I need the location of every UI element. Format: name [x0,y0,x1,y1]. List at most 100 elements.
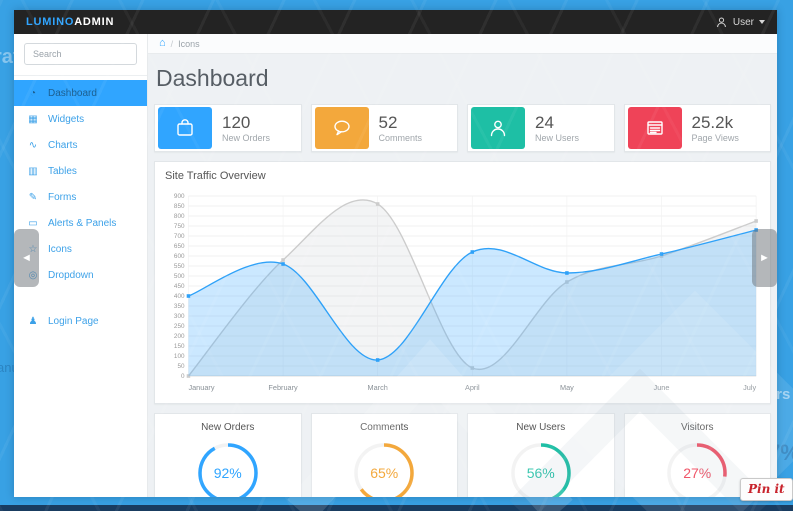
pin-it-label: Pin it [748,482,785,496]
breadcrumb-separator: / [170,38,174,49]
svg-text:February: February [268,383,298,392]
donut-panel-visitors: Visitors 27% [623,413,771,497]
donut-gauge: 27% [665,441,729,497]
svg-text:650: 650 [174,243,185,250]
carousel-prev-button[interactable]: ◄ [14,229,39,287]
sidebar-item-alerts-panels[interactable]: ▭ Alerts & Panels [14,210,147,236]
logo-primary: LUMINO [26,16,75,28]
carousel-next-button[interactable]: ► [752,229,777,287]
stat-value: 24 [535,113,554,133]
svg-text:500: 500 [174,273,185,280]
pinterest-pin-button[interactable]: Pin it [740,478,793,501]
svg-text:750: 750 [174,223,185,230]
admin-dashboard-window: LUMINOADMIN User ◔ Dashboard ▦ Widgets ∿ Char… [14,10,777,497]
svg-text:July: July [743,383,756,392]
user-icon [716,16,726,27]
stat-card-new-orders: 120 New Orders [154,104,302,152]
donut-title: New Users [516,422,566,433]
site-traffic-panel: Site Traffic Overview 0 50 100 150 200 250 300… [154,161,771,404]
chevron-right-icon: ► [759,252,770,264]
stat-label: New Users [535,132,580,143]
user-menu[interactable]: User [715,16,765,29]
sidebar-item-label: Forms [48,191,77,203]
donut-title: Visitors [680,422,714,433]
charts-icon: ∿ [28,139,38,151]
svg-text:850: 850 [174,203,185,210]
svg-text:300: 300 [174,313,185,320]
widgets-icon: ▦ [28,113,38,125]
bottom-border-strip [0,505,793,511]
person-icon: ♟ [28,315,38,327]
sidebar-item-label: Icons [48,243,72,255]
caret-down-icon [759,20,765,24]
stat-value: 120 [222,113,251,133]
donut-gauge: 56% [509,441,573,497]
donut-gauge: 92% [196,441,260,497]
breadcrumb-current: Icons [178,38,200,49]
dashboard-content: Dashboard 120 New Orders [148,54,777,497]
sidebar-item-forms[interactable]: ✎ Forms [14,184,147,210]
donut-percent: 92% [213,465,242,481]
stat-label: Comments [378,132,423,143]
comment-icon [314,107,369,149]
svg-text:May: May [560,383,574,392]
stat-value: 25.2k [691,113,734,133]
app-logo[interactable]: LUMINOADMIN [26,16,114,28]
donut-title: New Orders [201,422,255,433]
donut-percent: 65% [370,465,399,481]
svg-text:January: January [188,383,214,392]
donut-panel-comments: Comments 65% [310,413,458,497]
gauge-icon: ◔ [29,87,37,99]
svg-text:50: 50 [177,363,184,370]
donut-title: Comments [360,422,409,433]
sidebar-item-dashboard[interactable]: ◔ Dashboard [14,80,147,106]
forms-icon: ✎ [28,191,38,203]
sidebar-item-label: Charts [48,139,78,151]
donut-percent: 27% [683,465,712,481]
svg-text:200: 200 [174,333,185,340]
sidebar-item-tables[interactable]: ▥ Tables [14,158,147,184]
page-title: Dashboard [156,65,269,91]
svg-text:250: 250 [174,323,185,330]
sidebar-item-label: Alerts & Panels [48,217,117,229]
chevron-left-icon: ◄ [21,252,32,264]
browser-icon [627,107,682,149]
stat-card-comments: 52 Comments [310,104,458,152]
sidebar-item-widgets[interactable]: ▦ Widgets [14,106,147,132]
svg-text:450: 450 [174,283,185,290]
panels-icon: ▭ [28,217,38,229]
sidebar-item-label: Login Page [48,315,99,327]
svg-text:0: 0 [181,373,185,380]
donut-percent: 56% [526,465,555,481]
sidebar-item-label: Dropdown [48,269,94,281]
svg-text:April: April [465,383,480,392]
donut-panels-row: New Orders 92% Comments 65% New Users [154,413,771,497]
sidebar-item-login-page[interactable]: ♟ Login Page [14,308,147,334]
stat-cards-row: 120 New Orders 52 Comments [154,104,771,152]
user-icon [471,107,525,149]
sidebar-item-charts[interactable]: ∿ Charts [14,132,147,158]
main-area: ⌂ / Icons Dashboard 120 New Orders [148,34,777,497]
sidebar-search [14,34,147,76]
svg-text:June: June [654,383,670,392]
sidebar-nav: ◔ Dashboard ▦ Widgets ∿ Charts ▥ Tables ✎ Forms ▭ A… [14,80,147,334]
sidebar-item-label: Widgets [48,113,85,125]
user-menu-label: User [732,16,754,28]
stat-card-page-views: 25.2k Page Views [623,104,771,152]
shopping-bag-icon [158,107,212,149]
svg-text:800: 800 [174,213,185,220]
stat-value: 52 [378,113,398,133]
svg-text:March: March [367,383,387,392]
stat-label: New Orders [222,132,271,143]
svg-text:150: 150 [174,343,185,350]
search-input[interactable] [24,43,137,65]
svg-text:350: 350 [174,303,185,310]
breadcrumb: ⌂ / Icons [148,34,777,54]
svg-text:900: 900 [174,193,185,200]
logo-secondary: ADMIN [74,16,115,28]
svg-text:100: 100 [174,353,185,360]
home-icon[interactable]: ⌂ [159,37,166,49]
svg-text:600: 600 [174,253,185,260]
site-traffic-chart: 0 50 100 150 200 250 300 350 400 450 500 550 600 650 7… [174,193,758,392]
sidebar-item-label: Dashboard [48,87,97,99]
